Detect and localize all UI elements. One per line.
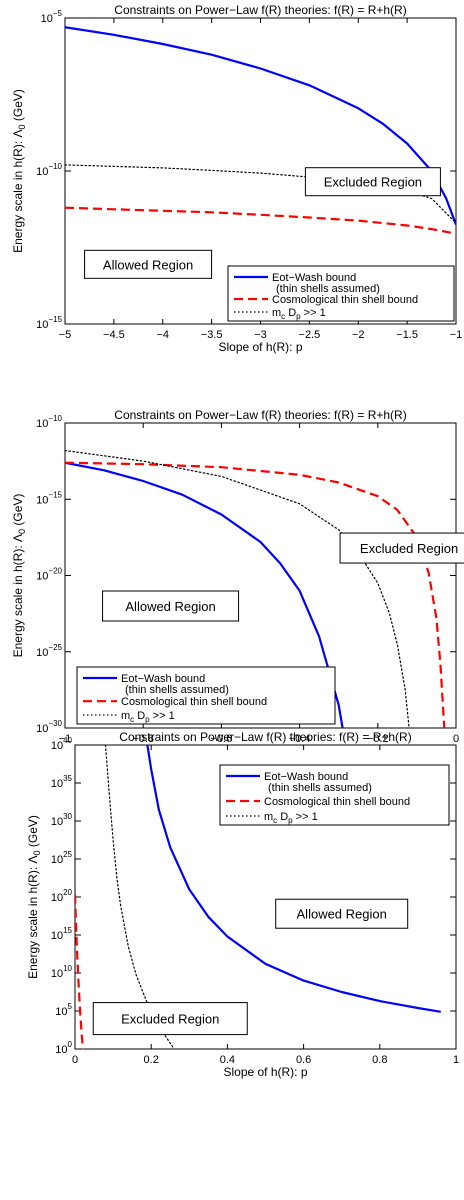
annotation-text: Allowed Region	[297, 907, 387, 922]
series-line-3	[65, 449, 410, 728]
legend-label-line2: (thin shells assumed)	[276, 283, 380, 295]
chart-panel-2: Constraints on Power−Law f(R) theories: …	[11, 408, 464, 758]
series-line-2	[75, 894, 85, 1049]
y-tick-label: 10−10	[36, 414, 62, 430]
chart-title: Constraints on Power−Law f(R) theories: …	[114, 3, 406, 17]
x-tick-label: −0.2	[367, 733, 389, 745]
x-tick-label: 1	[453, 1054, 459, 1066]
x-tick-label: −3	[254, 329, 267, 341]
y-tick-label: 1030	[51, 812, 73, 828]
chart-title: Constraints on Power−Law f(R) theories: …	[119, 730, 411, 744]
annotation-text: Excluded Region	[360, 541, 458, 556]
series-line-2	[65, 206, 456, 235]
legend: Eot−Wash bound(thin shells assumed)Cosmo…	[227, 265, 455, 322]
axes-frame	[64, 17, 457, 325]
legend-label: Eot−Wash bound	[121, 673, 205, 685]
x-tick-label: −0.6	[211, 733, 233, 745]
y-tick-label: 100	[55, 1040, 72, 1056]
legend: Eot−Wash bound(thin shells assumed) Cosmo…	[219, 764, 450, 826]
y-axis-label: Energy scale in h(R): Λ0 (GeV)	[26, 815, 42, 979]
series-line-2	[65, 461, 446, 728]
y-tick-label: 10−15	[36, 315, 62, 331]
annotation-box: Allowed Region	[275, 898, 409, 929]
legend-label: Cosmological thin shell bound	[264, 796, 410, 808]
x-tick-label: −5	[59, 329, 72, 341]
axes-frame	[64, 422, 457, 729]
annotation-text: Allowed Region	[125, 599, 215, 614]
legend-label: Eot−Wash bound	[272, 272, 356, 284]
y-tick-label: 1025	[51, 850, 73, 866]
chart-title: Constraints on Power−Law f(R) theories: …	[114, 408, 406, 422]
legend-label: Cosmological thin shell bound	[121, 696, 267, 708]
x-tick-label: 0.8	[372, 1054, 387, 1066]
legend-label: mc Dp >> 1	[121, 710, 175, 724]
x-tick-label: 0.4	[220, 1054, 235, 1066]
y-tick-label: 1015	[51, 926, 73, 942]
x-tick-label: −2	[352, 329, 365, 341]
annotation-text: Allowed Region	[103, 257, 193, 272]
y-tick-label: 10−30	[36, 719, 62, 735]
y-axis-label: Energy scale in h(R): Λ0 (GeV)	[11, 89, 27, 253]
legend-label: mc Dp >> 1	[272, 307, 326, 321]
y-tick-label: 10−15	[36, 490, 62, 506]
chart-panel-1: Constraints on Power−Law f(R) theories: …	[11, 3, 462, 354]
y-tick-label: 10−20	[36, 567, 62, 583]
annotation-box: Excluded Region	[339, 532, 464, 564]
x-tick-label: −4.5	[103, 329, 125, 341]
x-axis-label: Slope of h(R): p	[218, 340, 302, 354]
annotation-box: Excluded Region	[92, 1002, 248, 1036]
x-tick-label: −4	[156, 329, 169, 341]
x-tick-label: −1	[450, 329, 463, 341]
annotation-text: Excluded Region	[121, 1012, 219, 1027]
y-tick-label: 105	[55, 1002, 72, 1018]
annotation-text: Excluded Region	[324, 175, 422, 190]
y-tick-label: 10−5	[41, 9, 63, 25]
y-axis-label: Energy scale in h(R): Λ0 (GeV)	[11, 494, 27, 658]
annotation-box: Allowed Region	[84, 249, 213, 279]
legend-label-line2: (thin shells assumed)	[125, 684, 229, 696]
legend-label: mc Dp >> 1	[264, 811, 318, 825]
y-tick-label: 10−25	[36, 643, 62, 659]
legend-label-line2: (thin shells assumed)	[268, 782, 372, 794]
y-tick-label: 1040	[51, 736, 73, 752]
x-axis-label: Slope of h(R): p	[223, 1065, 307, 1079]
x-tick-label: 0.2	[144, 1054, 159, 1066]
legend-label: Cosmological thin shell bound	[272, 294, 418, 306]
x-tick-label: −1.5	[396, 329, 418, 341]
y-tick-label: 10−10	[36, 162, 62, 178]
x-tick-label: −3.5	[201, 329, 223, 341]
y-tick-label: 1035	[51, 774, 73, 790]
annotation-box: Allowed Region	[102, 590, 240, 622]
x-tick-label: −0.4	[289, 733, 311, 745]
series-line-1	[65, 461, 344, 728]
x-tick-label: 0.6	[296, 1054, 311, 1066]
chart-panel-3: Constraints on Power−Law f(R) theories: …	[26, 730, 459, 1079]
legend: Eot−Wash bound(thin shells assumed)Cosmo…	[76, 666, 336, 725]
legend-label: Eot−Wash bound	[264, 771, 348, 783]
y-tick-label: 1020	[51, 888, 73, 904]
x-tick-label: −0.8	[132, 733, 154, 745]
annotation-box: Excluded Region	[304, 167, 441, 197]
x-tick-label: −2.5	[299, 329, 321, 341]
x-tick-label: −1	[59, 733, 72, 745]
x-tick-label: 0	[453, 733, 459, 745]
x-tick-label: 0	[72, 1054, 78, 1066]
y-tick-label: 1010	[51, 964, 73, 980]
series-group	[65, 449, 446, 728]
series-line-1	[146, 745, 441, 1013]
